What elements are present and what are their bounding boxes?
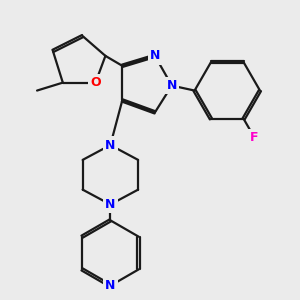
Text: N: N bbox=[105, 279, 116, 292]
Text: O: O bbox=[90, 76, 101, 89]
Text: N: N bbox=[167, 79, 177, 92]
Text: N: N bbox=[105, 198, 116, 211]
Text: N: N bbox=[150, 50, 160, 62]
Text: F: F bbox=[250, 131, 259, 144]
Text: N: N bbox=[105, 139, 116, 152]
